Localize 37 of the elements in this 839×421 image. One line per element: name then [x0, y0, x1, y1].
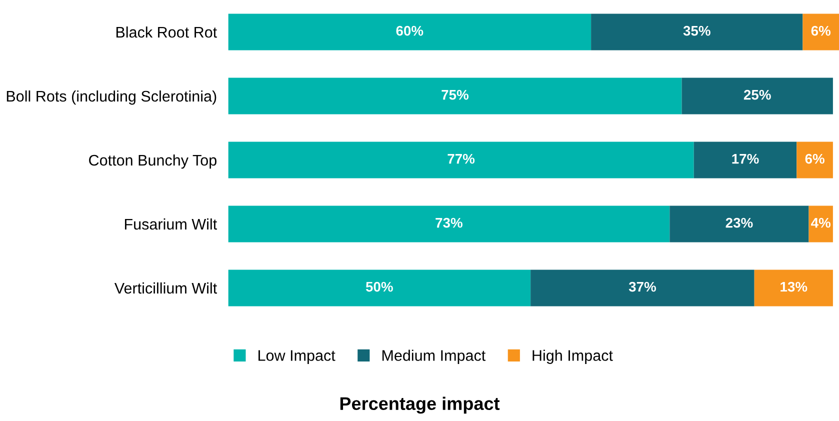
data-label: 37% — [628, 282, 656, 292]
legend-label: Low Impact — [258, 350, 336, 364]
y-tick-label: Cotton Bunchy Top — [89, 154, 216, 169]
bar — [796, 142, 833, 178]
data-label: 4% — [811, 218, 831, 228]
bar — [530, 270, 754, 306]
y-tick-label: Verticillium Wilt — [114, 282, 217, 294]
bar — [228, 14, 592, 50]
bar — [591, 14, 803, 50]
bar — [228, 78, 682, 114]
data-label: 6% — [805, 154, 824, 164]
data-label: 6% — [811, 26, 831, 36]
data-label: 60% — [396, 26, 424, 36]
data-label: 23% — [726, 218, 753, 228]
bar — [754, 270, 833, 306]
bar — [682, 78, 833, 114]
data-label: 13% — [780, 282, 808, 292]
legend-label: Medium Impact — [382, 350, 486, 364]
y-tick-label: Fusarium Wilt — [124, 218, 217, 230]
data-label: 50% — [366, 282, 393, 292]
data-label: 77% — [448, 154, 475, 164]
data-label: 25% — [744, 90, 771, 100]
data-label: 75% — [442, 90, 469, 100]
bar — [228, 206, 670, 242]
y-tick-label: Black Root Rot — [116, 26, 217, 38]
data-label: 73% — [436, 218, 462, 228]
data-label: 17% — [732, 154, 759, 164]
x-axis-title: Percentage impact — [340, 396, 500, 414]
bar — [228, 142, 694, 178]
bar — [808, 206, 833, 242]
bar — [694, 142, 797, 178]
y-tick-label: Boll Rots (including Sclerotinia) — [6, 90, 216, 105]
bar — [228, 270, 531, 306]
bar — [670, 206, 809, 242]
legend-label: High Impact — [532, 350, 613, 364]
data-label: 35% — [683, 26, 710, 36]
bar — [802, 14, 839, 50]
